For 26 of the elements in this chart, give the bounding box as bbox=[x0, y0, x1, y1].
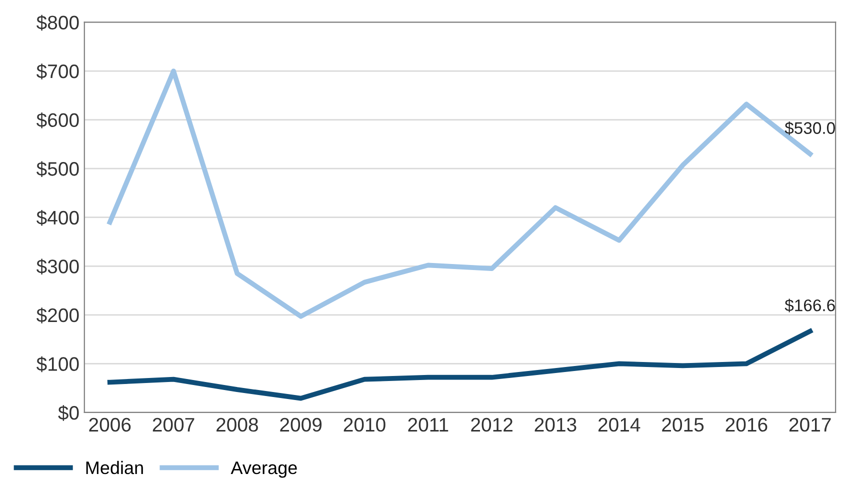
x-tick-label: 2010 bbox=[344, 418, 386, 432]
y-tick-label: $400 bbox=[36, 210, 79, 226]
data-label: $166.6 bbox=[784, 298, 835, 312]
data-label: $530.0 bbox=[784, 121, 835, 135]
y-tick-label: $100 bbox=[36, 356, 79, 372]
y-tick-label: $800 bbox=[36, 14, 79, 31]
y-tick-label: $600 bbox=[36, 112, 79, 128]
y-tick-label: $200 bbox=[36, 308, 79, 324]
y-tick-label: $300 bbox=[36, 258, 79, 275]
legend-label: Average bbox=[230, 462, 297, 478]
x-tick-label: 2008 bbox=[216, 418, 258, 432]
x-tick-label: 2006 bbox=[89, 418, 131, 432]
y-tick-label: $500 bbox=[36, 161, 79, 177]
y-tick-label: $0 bbox=[58, 405, 79, 421]
x-tick-label: 2017 bbox=[789, 418, 831, 432]
x-tick-label: 2012 bbox=[471, 418, 512, 432]
x-tick-label: 2015 bbox=[662, 418, 704, 432]
x-tick-label: 2016 bbox=[726, 418, 768, 432]
x-tick-label: 2014 bbox=[598, 418, 640, 432]
legend-label: Median bbox=[86, 460, 143, 474]
x-tick-label: 2011 bbox=[408, 418, 448, 432]
line-series bbox=[107, 328, 813, 401]
x-tick-label: 2013 bbox=[534, 418, 576, 432]
x-tick-label: 2007 bbox=[152, 418, 194, 432]
x-tick-label: 2009 bbox=[280, 418, 322, 432]
y-tick-label: $700 bbox=[36, 64, 79, 80]
